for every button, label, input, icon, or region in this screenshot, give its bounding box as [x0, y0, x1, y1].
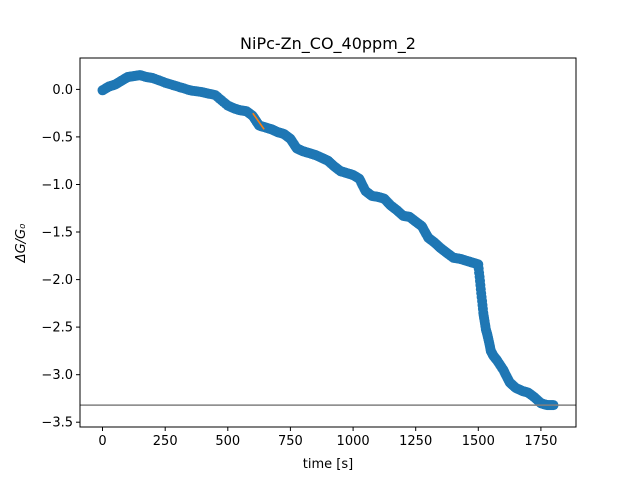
y-tick-label: 0.0: [52, 83, 73, 98]
y-tick-label: −3.5: [41, 416, 73, 431]
y-axis-ticks: 0.0 −0.5 −1.0 −1.5 −2.0 −2.5 −3.0 −3.5: [41, 83, 80, 431]
x-tick-label: 250: [153, 434, 178, 449]
x-tick-label: 750: [278, 434, 303, 449]
x-tick-label: 0: [98, 434, 106, 449]
y-tick-label: −3.0: [41, 368, 73, 383]
x-tick-label: 1000: [337, 434, 370, 449]
y-tick-label: −2.0: [41, 273, 73, 288]
y-tick-label: −2.5: [41, 321, 73, 336]
x-tick-label: 1250: [399, 434, 432, 449]
y-tick-label: −0.5: [41, 130, 73, 145]
series-scatter: [97, 70, 559, 411]
y-axis-label: ΔG/G₀: [14, 223, 29, 263]
plot-frame: [79, 57, 577, 428]
y-tick-label: −1.5: [41, 226, 73, 241]
x-axis-label: time [s]: [303, 457, 353, 472]
y-tick-label: −1.0: [41, 178, 73, 193]
series-layer: [80, 70, 576, 411]
chart-title: NiPc-Zn_CO_40ppm_2: [240, 34, 416, 54]
x-axis-ticks: 0 250 500 750 1000 1250 1500 1750: [98, 427, 557, 449]
x-tick-label: 500: [215, 434, 240, 449]
x-tick-label: 1750: [524, 434, 557, 449]
fit-line: [252, 112, 265, 130]
x-tick-label: 1500: [462, 434, 495, 449]
